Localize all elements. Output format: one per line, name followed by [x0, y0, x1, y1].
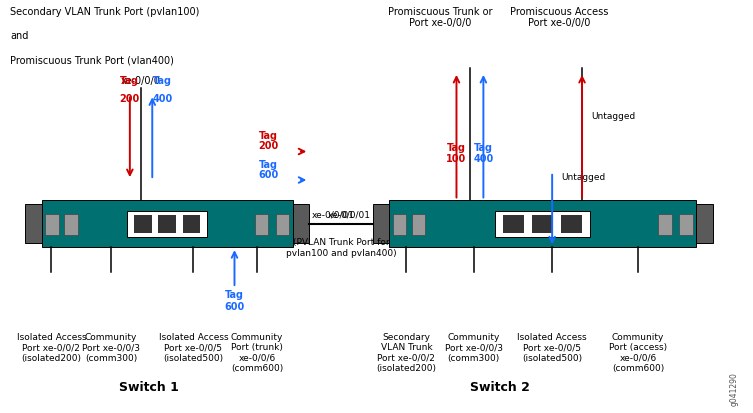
Bar	[679, 214, 693, 235]
Bar	[532, 215, 553, 233]
Text: Isolated Access
Port xe-0/0/5
(isolated500): Isolated Access Port xe-0/0/5 (isolated5…	[517, 333, 587, 363]
Text: Isolated Access
Port xe-0/0/2
(isolated200): Isolated Access Port xe-0/0/2 (isolated2…	[17, 333, 86, 363]
Bar	[127, 211, 207, 237]
Text: Tag: Tag	[447, 143, 466, 153]
Text: Community
Port (access)
xe-0/0/6
(comm600): Community Port (access) xe-0/0/6 (comm60…	[609, 333, 667, 373]
Bar	[503, 215, 524, 233]
Text: Tag: Tag	[258, 131, 278, 141]
Bar	[495, 211, 590, 237]
Bar	[373, 204, 389, 244]
Text: Community
Port xe-0/0/3
(comm300): Community Port xe-0/0/3 (comm300)	[445, 333, 503, 363]
Text: Isolated Access
Port xe-0/0/5
(isolated500): Isolated Access Port xe-0/0/5 (isolated5…	[159, 333, 228, 363]
Text: 400: 400	[153, 95, 173, 104]
Bar	[697, 204, 713, 244]
Text: 200: 200	[258, 142, 279, 152]
Text: Tag: Tag	[258, 160, 278, 170]
Text: 600: 600	[258, 170, 279, 180]
Text: Community
Port xe-0/0/3
(comm300): Community Port xe-0/0/3 (comm300)	[82, 333, 140, 363]
Text: 400: 400	[473, 154, 493, 164]
Bar	[412, 214, 425, 235]
Bar	[393, 214, 407, 235]
Text: Switch 1: Switch 1	[118, 381, 178, 394]
Text: Community
Port (trunk)
xe-0/0/6
(comm600): Community Port (trunk) xe-0/0/6 (comm600…	[230, 333, 283, 373]
Bar	[25, 204, 41, 244]
Bar	[183, 215, 200, 233]
Bar	[45, 214, 59, 235]
Text: Promiscuous Access
Port xe-0/0/0: Promiscuous Access Port xe-0/0/0	[511, 7, 609, 28]
Text: Untagged: Untagged	[561, 173, 605, 183]
Text: 100: 100	[447, 154, 467, 164]
Text: Tag: Tag	[120, 76, 139, 86]
Text: Tag: Tag	[153, 76, 172, 86]
Text: Untagged: Untagged	[591, 112, 636, 121]
Text: Promiscuous Trunk Port (vlan400): Promiscuous Trunk Port (vlan400)	[11, 56, 174, 66]
Text: (PVLAN Trunk Port for
pvlan100 and pvlan400): (PVLAN Trunk Port for pvlan100 and pvlan…	[285, 238, 396, 258]
Text: Tag: Tag	[474, 143, 493, 153]
Bar	[158, 215, 176, 233]
Text: Switch 2: Switch 2	[470, 381, 530, 394]
Text: 600: 600	[224, 302, 245, 312]
Bar	[64, 214, 78, 235]
Bar	[389, 200, 697, 247]
Text: g041290: g041290	[730, 372, 739, 406]
Bar	[562, 215, 582, 233]
Text: xe-0/0/01: xe-0/0/01	[312, 210, 355, 219]
Bar	[276, 214, 289, 235]
Text: 200: 200	[120, 95, 140, 104]
Bar	[41, 200, 293, 247]
Bar	[255, 214, 268, 235]
Text: xe-0/0/01: xe-0/0/01	[328, 210, 370, 219]
Text: Tag: Tag	[225, 290, 244, 300]
Text: xe-0/0/0: xe-0/0/0	[121, 76, 161, 86]
Bar	[134, 215, 151, 233]
Bar	[658, 214, 672, 235]
Text: and: and	[11, 31, 29, 41]
Text: Secondary VLAN Trunk Port (pvlan100): Secondary VLAN Trunk Port (pvlan100)	[11, 7, 200, 17]
Text: Secondary
VLAN Trunk
Port xe-0/0/2
(isolated200): Secondary VLAN Trunk Port xe-0/0/2 (isol…	[376, 333, 437, 373]
Bar	[293, 204, 309, 244]
Text: Promiscuous Trunk or
Port xe-0/0/0: Promiscuous Trunk or Port xe-0/0/0	[388, 7, 492, 28]
